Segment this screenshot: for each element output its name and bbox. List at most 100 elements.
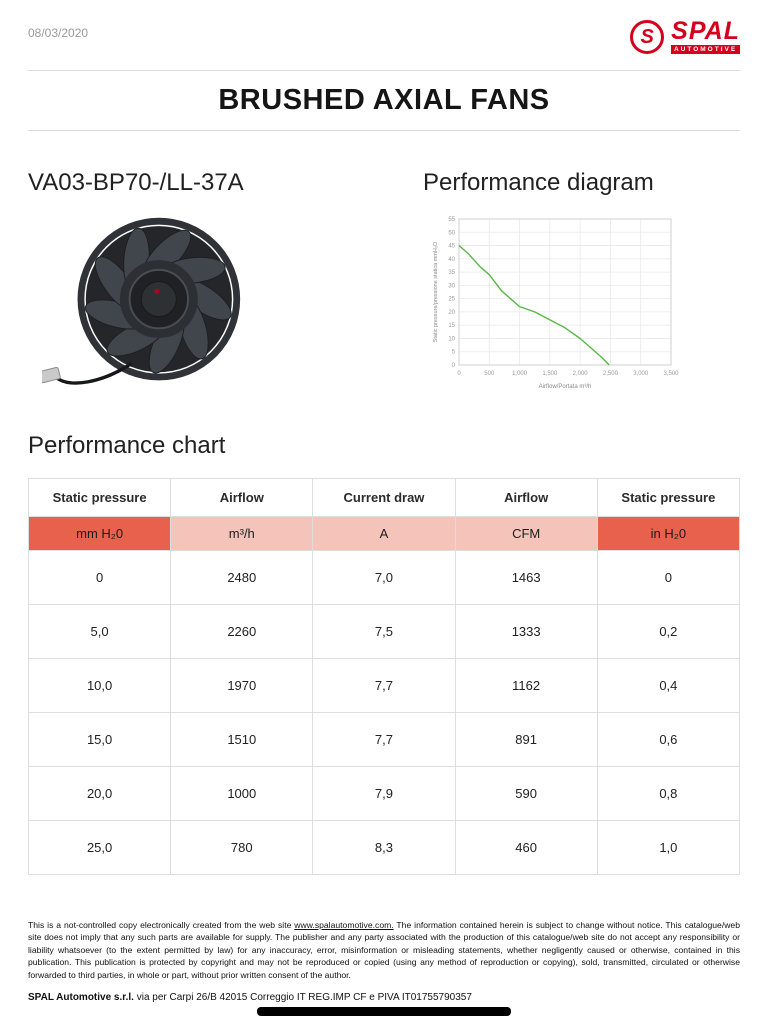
page-title: BRUSHED AXIAL FANS — [218, 84, 550, 116]
table-cell: 8,3 — [312, 820, 456, 875]
table-cell: 7,9 — [312, 766, 456, 821]
disclaimer-text: This is a not-controlled copy electronic… — [28, 919, 740, 981]
performance-table: Static pressure Airflow Current draw Air… — [27, 478, 741, 875]
product-column: VA03-BP70-/LL-37A — [28, 169, 423, 406]
table-cell: 0,4 — [596, 658, 741, 713]
spal-brand: SPAL — [671, 17, 740, 46]
svg-text:Static pressure/pressione stat: Static pressure/pressione statica mmH₂O — [433, 241, 439, 342]
table-cell: 0 — [596, 550, 741, 605]
table-cell: 891 — [454, 712, 598, 767]
svg-text:3,500: 3,500 — [663, 371, 679, 377]
table-cell: 1000 — [170, 766, 314, 821]
table-cell: 590 — [454, 766, 598, 821]
axial-fan-illustration — [36, 217, 241, 385]
spal-logo-text: SPAL AUTOMOTIVE — [671, 17, 740, 54]
performance-chart-title: Performance chart — [28, 432, 226, 459]
svg-text:2,500: 2,500 — [603, 371, 619, 377]
col-airflow-metric: Airflow — [170, 478, 314, 517]
table-cell: 7,7 — [312, 658, 456, 713]
header: 08/03/2020 S SPAL AUTOMOTIVE — [28, 17, 740, 64]
table-cell: 15,0 — [27, 712, 172, 767]
table-cell: 1162 — [454, 658, 598, 713]
table-row: 0 2480 7,0 1463 0 — [27, 550, 741, 605]
performance-table-body: 0 2480 7,0 1463 0 5,0 2260 7,5 1333 0,2 10,0 1970 7,… — [27, 550, 741, 875]
svg-text:15: 15 — [448, 323, 455, 329]
svg-text:Airflow/Portata m³/h: Airflow/Portata m³/h — [539, 384, 592, 390]
table-row: 5,0 2260 7,5 1333 0,2 — [27, 604, 741, 659]
svg-text:0: 0 — [457, 371, 461, 377]
svg-text:45: 45 — [448, 244, 455, 250]
unit-m3h: m³/h — [170, 516, 314, 551]
table-cell: 2480 — [170, 550, 314, 605]
svg-text:50: 50 — [448, 230, 455, 236]
diagram-column: Performance diagram 0 500 1,000 1,500 2,000 2… — [423, 169, 740, 406]
svg-text:40: 40 — [448, 257, 455, 263]
table-cell: 2260 — [170, 604, 314, 659]
table-row: 20,0 1000 7,9 590 0,8 — [27, 766, 741, 821]
table-cell: 460 — [454, 820, 598, 875]
svg-text:3,000: 3,000 — [633, 371, 649, 377]
product-name: VA03-BP70-/LL-37A — [28, 169, 244, 196]
col-airflow-imperial: Airflow — [454, 478, 598, 517]
company-address: via per Carpi 26/B 42015 Correggio IT RE… — [133, 992, 472, 1004]
footer: This is a not-controlled copy electronic… — [28, 919, 740, 1003]
disclaimer-pre: This is a not-controlled copy electronic… — [28, 920, 295, 930]
unit-inh2o: in H₂0 — [596, 516, 741, 551]
svg-text:0: 0 — [452, 363, 456, 369]
col-static-pressure-metric: Static pressure — [27, 478, 172, 517]
spal-website-link[interactable]: www.spalautomotive.com. — [294, 920, 394, 930]
spal-s-letter: S — [640, 25, 654, 48]
table-cell: 0,2 — [596, 604, 741, 659]
svg-text:55: 55 — [448, 217, 455, 223]
table-cell: 0,6 — [596, 712, 741, 767]
table-cell: 7,0 — [312, 550, 456, 605]
disclaimer-post: The information contained herein is subj… — [28, 920, 740, 980]
table-cell: 10,0 — [27, 658, 172, 713]
table-row: 15,0 1510 7,7 891 0,6 — [27, 712, 741, 767]
bottom-bar — [257, 1007, 511, 1016]
unit-amp: A — [312, 516, 456, 551]
performance-diagram-svg: 0 500 1,000 1,500 2,000 2,500 3,000 3,500 0 5 10 15… — [433, 217, 679, 390]
svg-text:2,000: 2,000 — [573, 371, 589, 377]
svg-text:1,500: 1,500 — [542, 371, 558, 377]
performance-diagram: 0 500 1,000 1,500 2,000 2,500 3,000 3,500 0 5 10 15… — [429, 209, 740, 406]
col-static-pressure-imperial: Static pressure — [596, 478, 741, 517]
svg-text:5: 5 — [452, 350, 456, 356]
company-name: SPAL Automotive s.r.l. — [28, 992, 134, 1004]
table-cell: 7,5 — [312, 604, 456, 659]
svg-text:10: 10 — [448, 336, 455, 342]
table-cell: 1,0 — [596, 820, 741, 875]
company-line: SPAL Automotive s.r.l. via per Carpi 26/… — [28, 992, 740, 1003]
table-row: 25,0 780 8,3 460 1,0 — [27, 820, 741, 875]
table-cell: 1333 — [454, 604, 598, 659]
table-cell: 780 — [170, 820, 314, 875]
svg-text:1,000: 1,000 — [512, 371, 528, 377]
document-date: 08/03/2020 — [28, 26, 89, 40]
table-cell: 7,7 — [312, 712, 456, 767]
table-cell: 5,0 — [27, 604, 172, 659]
diagram-title: Performance diagram — [423, 169, 654, 196]
table-cell: 25,0 — [27, 820, 172, 875]
spal-s-icon: S — [630, 20, 665, 54]
table-row: 10,0 1970 7,7 1162 0,4 — [27, 658, 741, 713]
product-section: VA03-BP70-/LL-37A — [28, 169, 740, 406]
col-current-draw: Current draw — [312, 478, 456, 517]
unit-cfm: CFM — [454, 516, 598, 551]
table-cell: 1463 — [454, 550, 598, 605]
fan-image — [36, 217, 423, 394]
table-units-row: mm H₂0 m³/h A CFM in H₂0 — [27, 516, 741, 551]
table-cell: 0 — [27, 550, 172, 605]
svg-text:20: 20 — [448, 310, 455, 316]
table-cell: 1510 — [170, 712, 314, 767]
table-header-row: Static pressure Airflow Current draw Air… — [27, 478, 741, 517]
unit-mmh2o: mm H₂0 — [27, 516, 172, 551]
title-block: BRUSHED AXIAL FANS — [28, 70, 740, 131]
table-cell: 1970 — [170, 658, 314, 713]
spal-logo: S SPAL AUTOMOTIVE — [630, 17, 740, 54]
svg-text:500: 500 — [484, 371, 495, 377]
svg-text:25: 25 — [448, 297, 455, 303]
spal-automotive-label: AUTOMOTIVE — [671, 44, 740, 54]
svg-text:30: 30 — [448, 283, 455, 289]
svg-text:35: 35 — [448, 270, 455, 276]
